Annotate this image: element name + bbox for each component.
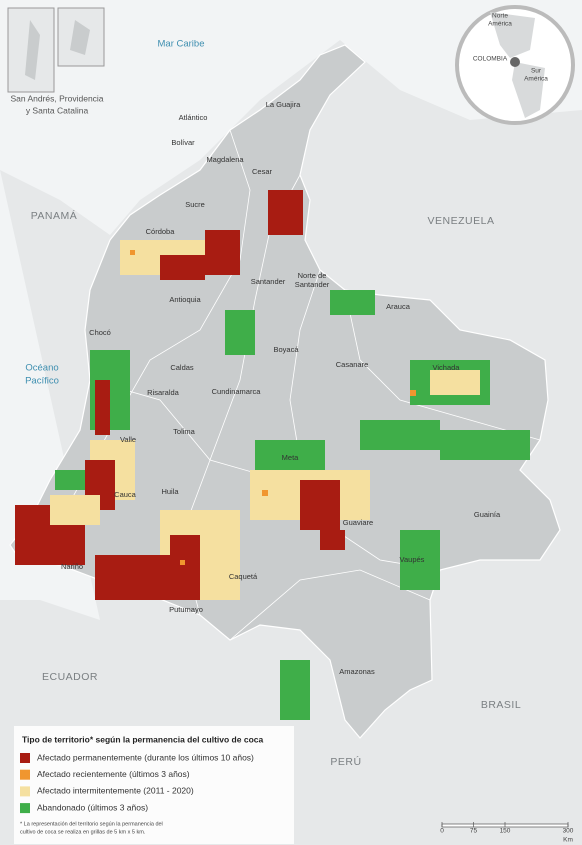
- department-label: Chocó: [89, 328, 111, 337]
- department-label: Cesar: [252, 167, 273, 176]
- department-label: Atlántico: [179, 113, 208, 122]
- legend-label: Abandonado (últimos 3 años): [37, 802, 148, 812]
- department-label: Córdoba: [146, 227, 176, 236]
- water-label: Mar Caribe: [158, 39, 205, 50]
- scale-unit: Km: [563, 837, 573, 844]
- department-label: Amazonas: [339, 667, 375, 676]
- scale-label: 0: [440, 828, 444, 835]
- country-label: PERÚ: [330, 755, 361, 768]
- legend-swatch: [20, 803, 30, 814]
- legend-footnote: cultivo de coca se realiza en grillas de…: [20, 829, 146, 835]
- department-label: Casanare: [336, 360, 369, 369]
- globe-label: América: [524, 76, 548, 83]
- water-label: Pacífico: [25, 376, 59, 387]
- department-label: Putumayo: [169, 605, 203, 614]
- legend-swatch: [20, 769, 30, 780]
- department-label: La Guajira: [266, 100, 301, 109]
- department-label: Tolima: [173, 427, 196, 436]
- legend-footnote: * La representación del territorio según…: [20, 821, 163, 827]
- scale-label: 150: [500, 828, 511, 835]
- island: [70, 20, 90, 55]
- department-label: Norte de: [298, 271, 327, 280]
- department-label: Magdalena: [206, 155, 244, 164]
- department-label: Huila: [161, 487, 179, 496]
- scale-label: 300: [563, 828, 574, 835]
- island: [25, 20, 40, 80]
- department-label: Vichada: [433, 363, 461, 372]
- department-label: Meta: [282, 453, 300, 462]
- department-label: Risaralda: [147, 388, 180, 397]
- country-label: ECUADOR: [42, 671, 98, 683]
- country-label: PANAMÁ: [31, 209, 78, 222]
- inset-caption: San Andrés, Providencia: [10, 93, 103, 103]
- department-label: Cauca: [114, 490, 137, 499]
- legend-label: Afectado intermitentemente (2011 - 2020): [37, 786, 194, 796]
- water-label: Océano: [25, 363, 58, 374]
- department-label: Santander: [251, 277, 286, 286]
- department-label: Guainía: [474, 510, 501, 519]
- country-label: VENEZUELA: [428, 215, 495, 227]
- department-label: Santander: [295, 280, 330, 289]
- department-label: Antioquia: [169, 295, 201, 304]
- country-label: BRASIL: [481, 699, 521, 711]
- department-label: Cundinamarca: [212, 387, 262, 396]
- department-label: Bolívar: [171, 138, 195, 147]
- department-label: Vaupés: [400, 555, 425, 564]
- department-label: Sucre: [185, 200, 205, 209]
- department-label: Valle: [120, 435, 136, 444]
- legend: [14, 726, 294, 844]
- department-label: Nariño: [61, 562, 83, 571]
- department-label: Guaviare: [343, 518, 373, 527]
- department-label: Boyacá: [273, 345, 299, 354]
- legend-label: Afectado permanentemente (durante los úl…: [37, 752, 254, 762]
- legend-label: Afectado recientemente (últimos 3 años): [37, 769, 190, 779]
- legend-swatch: [20, 753, 30, 763]
- coca-patches: [15, 190, 530, 720]
- legend-title: Tipo de territorio* según la permanencia…: [22, 734, 263, 744]
- legend-swatch: [20, 786, 30, 797]
- globe-label: América: [488, 21, 512, 28]
- inset-caption: y Santa Catalina: [26, 105, 89, 115]
- department-label: Caquetá: [229, 572, 258, 581]
- scale-label: 75: [470, 828, 478, 835]
- department-label: Caldas: [170, 363, 194, 372]
- globe-colombia: [510, 57, 520, 67]
- globe-label: COLOMBIA: [473, 56, 508, 63]
- globe-label: Norte: [492, 13, 508, 20]
- department-label: Arauca: [386, 302, 411, 311]
- globe-label: Sur: [531, 68, 542, 75]
